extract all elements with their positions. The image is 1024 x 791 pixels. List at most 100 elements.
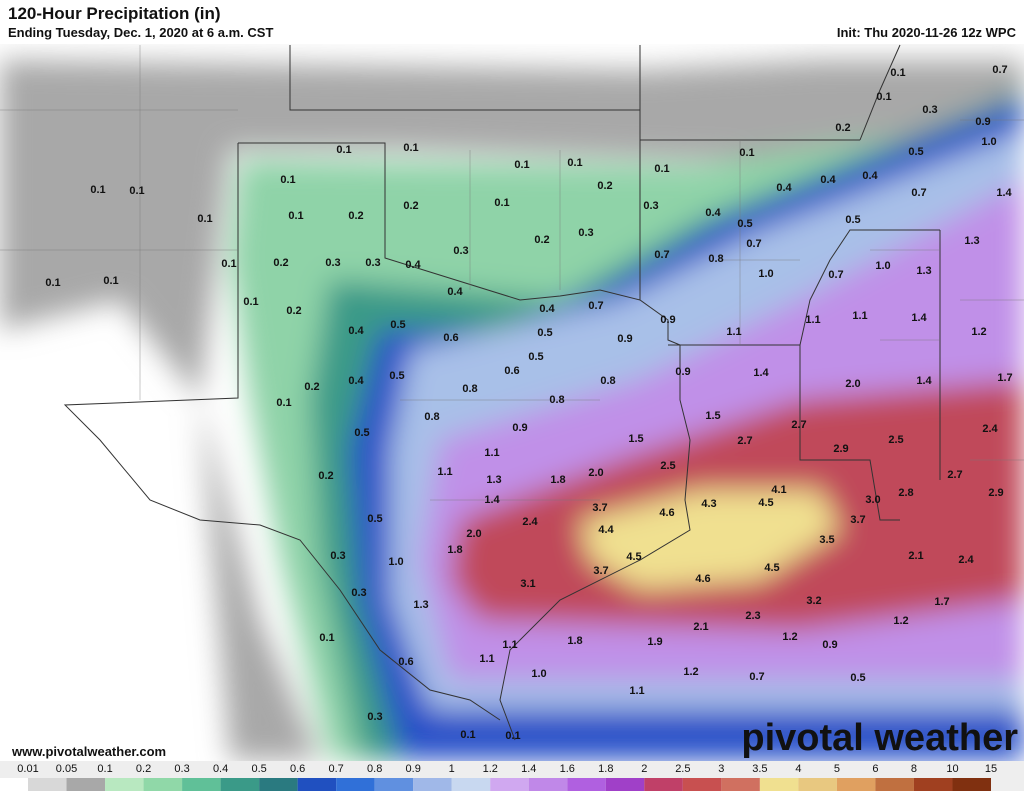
precip-label: 1.8 bbox=[567, 635, 582, 647]
colorbar-tick: 0.8 bbox=[367, 763, 382, 775]
precip-label: 0.2 bbox=[318, 470, 333, 482]
precip-label: 0.5 bbox=[389, 370, 404, 382]
colorbar-tick: 1.8 bbox=[598, 763, 613, 775]
precip-label: 0.9 bbox=[975, 116, 990, 128]
precip-label: 1.1 bbox=[726, 326, 741, 338]
precip-label: 0.6 bbox=[443, 332, 458, 344]
precip-label: 2.0 bbox=[845, 378, 860, 390]
precip-label: 1.2 bbox=[782, 631, 797, 643]
colorbar-tick: 0.7 bbox=[329, 763, 344, 775]
subtitle: Ending Tuesday, Dec. 1, 2020 at 6 a.m. C… bbox=[8, 25, 273, 40]
colorbar-swatch bbox=[336, 778, 375, 791]
colorbar-swatch bbox=[759, 778, 799, 791]
precip-label: 1.4 bbox=[916, 375, 932, 387]
precip-label: 0.5 bbox=[908, 146, 923, 158]
precip-label: 0.7 bbox=[828, 269, 843, 281]
colorbar-tick: 1 bbox=[449, 763, 455, 775]
precip-label: 0.1 bbox=[280, 174, 295, 186]
precip-label: 4.6 bbox=[659, 507, 674, 519]
colorbar-tick: 6 bbox=[872, 763, 878, 775]
colorbar-swatch bbox=[682, 778, 722, 791]
colorbar-swatch bbox=[259, 778, 298, 791]
colorbar-tick: 0.5 bbox=[251, 763, 266, 775]
precip-label: 0.2 bbox=[286, 305, 301, 317]
precip-label: 1.0 bbox=[981, 136, 996, 148]
colorbar-tick: 15 bbox=[985, 763, 997, 775]
precip-label: 1.9 bbox=[647, 636, 662, 648]
colorbar-swatch bbox=[836, 778, 876, 791]
precip-label: 1.1 bbox=[502, 639, 517, 651]
precip-label: 1.7 bbox=[997, 372, 1012, 384]
precip-label: 3.7 bbox=[593, 565, 608, 577]
precip-label: 0.5 bbox=[367, 513, 382, 525]
precip-label: 4.3 bbox=[701, 498, 716, 510]
precip-label: 1.3 bbox=[486, 474, 501, 486]
precip-label: 0.4 bbox=[705, 207, 721, 219]
precip-label: 4.1 bbox=[771, 484, 786, 496]
precip-label: 1.1 bbox=[479, 653, 494, 665]
colorbar: 0.01 0.05 0.1 0.2 0.3 0.4 0.5 0.6 0.7 0.8 0.9 1 1.2 1… bbox=[0, 763, 997, 791]
precip-label: 0.9 bbox=[617, 333, 632, 345]
colorbar-swatch bbox=[0, 778, 28, 791]
colorbar-swatch bbox=[721, 778, 760, 791]
precip-label: 0.1 bbox=[319, 632, 334, 644]
precip-label: 2.4 bbox=[522, 516, 538, 528]
colorbar-swatch bbox=[220, 778, 260, 791]
colorbar-tick: 3.5 bbox=[752, 763, 767, 775]
precip-label: 2.4 bbox=[958, 554, 974, 566]
precip-label: 0.4 bbox=[820, 174, 836, 186]
colorbar-swatch bbox=[605, 778, 645, 791]
precip-label: 0.1 bbox=[276, 397, 291, 409]
precip-label: 0.1 bbox=[505, 730, 520, 742]
colorbar-swatch bbox=[451, 778, 491, 791]
title: 120-Hour Precipitation (in) bbox=[8, 4, 221, 23]
precip-label: 0.4 bbox=[539, 303, 555, 315]
precip-label: 0.1 bbox=[45, 277, 60, 289]
precip-label: 4.5 bbox=[626, 551, 641, 563]
colorbar-swatch bbox=[490, 778, 529, 791]
init-time: Init: Thu 2020-11-26 12z WPC bbox=[837, 25, 1017, 40]
precip-label: 3.5 bbox=[819, 534, 834, 546]
state-borders bbox=[0, 44, 1024, 741]
colorbar-tick: 0.3 bbox=[174, 763, 189, 775]
precip-label: 0.3 bbox=[643, 200, 658, 212]
precip-label: 2.5 bbox=[888, 434, 903, 446]
precip-label: 0.1 bbox=[197, 213, 212, 225]
precip-label: 2.4 bbox=[982, 423, 998, 435]
precip-label: 0.5 bbox=[850, 672, 865, 684]
colorbar-swatch bbox=[875, 778, 914, 791]
precip-label: 0.5 bbox=[537, 327, 552, 339]
precip-label: 1.2 bbox=[683, 666, 698, 678]
precip-label: 0.1 bbox=[567, 157, 582, 169]
precip-label: 1.3 bbox=[964, 235, 979, 247]
precip-label: 0.3 bbox=[922, 104, 937, 116]
precip-label: 1.3 bbox=[413, 599, 428, 611]
precip-label: 0.2 bbox=[534, 234, 549, 246]
colorbar-swatch bbox=[297, 778, 337, 791]
precip-label: 0.7 bbox=[992, 64, 1007, 76]
precip-label: 0.1 bbox=[514, 159, 529, 171]
precip-label: 0.2 bbox=[403, 200, 418, 212]
precip-label: 4.6 bbox=[695, 573, 710, 585]
precip-label: 1.8 bbox=[447, 544, 462, 556]
precip-label: 0.1 bbox=[336, 144, 351, 156]
precip-label: 0.8 bbox=[600, 375, 615, 387]
precip-label: 0.2 bbox=[304, 381, 319, 393]
colorbar-swatch bbox=[644, 778, 683, 791]
colorbar-swatch bbox=[528, 778, 568, 791]
colorbar-tick: 2.5 bbox=[675, 763, 690, 775]
logo: pivotal weather bbox=[741, 717, 1018, 759]
precip-label: 0.2 bbox=[835, 122, 850, 134]
precip-label: 2.3 bbox=[745, 610, 760, 622]
precip-label: 0.6 bbox=[398, 656, 413, 668]
precip-label: 1.4 bbox=[753, 367, 769, 379]
precip-label: 0.2 bbox=[348, 210, 363, 222]
precip-label: 0.4 bbox=[348, 325, 364, 337]
precip-label: 4.5 bbox=[758, 497, 773, 509]
precip-label: 0.5 bbox=[845, 214, 860, 226]
colorbar-tick: 1.2 bbox=[483, 763, 498, 775]
precip-label: 0.1 bbox=[403, 142, 418, 154]
precip-label: 0.7 bbox=[746, 238, 761, 250]
colorbar-swatch bbox=[798, 778, 837, 791]
